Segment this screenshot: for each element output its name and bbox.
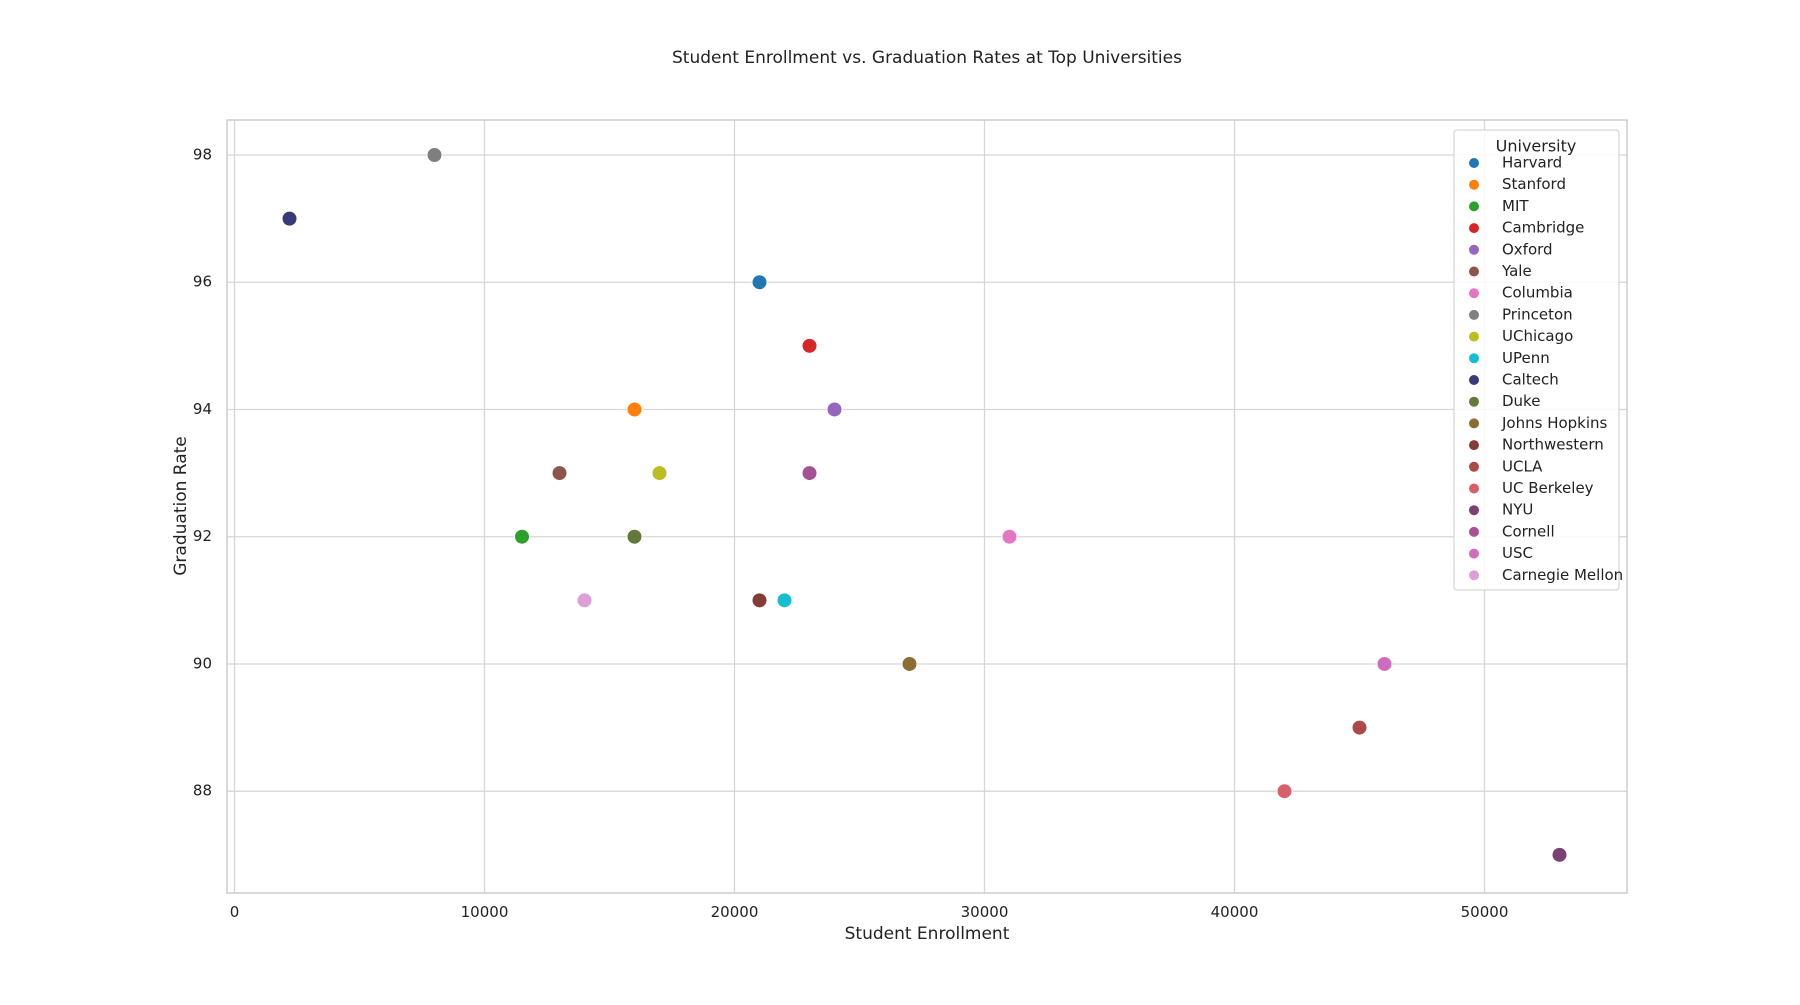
legend-label: Yale bbox=[1501, 262, 1532, 280]
y-tick-label: 98 bbox=[193, 145, 212, 163]
legend-marker bbox=[1469, 570, 1479, 581]
legend-label: MIT bbox=[1502, 197, 1529, 215]
data-point bbox=[751, 592, 768, 609]
data-point bbox=[576, 592, 593, 609]
legend-label: Cambridge bbox=[1502, 219, 1584, 237]
data-point bbox=[626, 401, 643, 418]
data-point bbox=[801, 337, 818, 354]
x-tick-label: 30000 bbox=[961, 903, 1009, 921]
data-point bbox=[514, 528, 530, 545]
legend-label: Columbia bbox=[1502, 284, 1573, 302]
legend-marker bbox=[1469, 505, 1479, 516]
legend-label: Oxford bbox=[1502, 240, 1553, 258]
legend-marker bbox=[1469, 266, 1479, 277]
legend-label: USC bbox=[1502, 544, 1533, 562]
data-point bbox=[1376, 655, 1393, 672]
legend-title: University bbox=[1496, 137, 1577, 156]
legend-label: UC Berkeley bbox=[1502, 479, 1594, 497]
legend-label: Stanford bbox=[1502, 175, 1566, 193]
y-tick-label: 94 bbox=[193, 400, 212, 418]
legend-marker bbox=[1469, 331, 1479, 342]
data-point bbox=[426, 146, 443, 163]
x-tick-label: 50000 bbox=[1461, 903, 1509, 921]
data-point bbox=[626, 528, 643, 545]
legend-marker bbox=[1469, 461, 1479, 472]
x-tick-label: 40000 bbox=[1211, 903, 1259, 921]
legend-marker bbox=[1469, 526, 1479, 537]
y-axis-label: Graduation Rate bbox=[171, 436, 191, 576]
legend: University Harvard Stanford MIT Cambridge Ox… bbox=[1453, 129, 1623, 591]
x-axis-ticks: 0 10000 20000 30000 40000 50000 bbox=[230, 903, 1509, 921]
legend-marker bbox=[1469, 223, 1479, 234]
y-tick-label: 90 bbox=[193, 654, 212, 672]
plot-area-frame bbox=[226, 119, 1628, 894]
legend-label: UChicago bbox=[1502, 327, 1573, 345]
data-point bbox=[551, 465, 568, 482]
grid bbox=[227, 120, 1627, 893]
data-point bbox=[751, 274, 768, 291]
data-point bbox=[1351, 719, 1368, 736]
data-point bbox=[651, 465, 668, 482]
x-tick-label: 20000 bbox=[711, 903, 759, 921]
legend-marker bbox=[1469, 353, 1479, 364]
data-point bbox=[801, 465, 818, 482]
y-tick-label: 88 bbox=[193, 782, 212, 800]
legend-marker bbox=[1469, 201, 1479, 212]
x-axis-label: Student Enrollment bbox=[845, 924, 1010, 944]
legend-label: Princeton bbox=[1502, 305, 1573, 323]
y-tick-label: 92 bbox=[193, 527, 212, 545]
data-point bbox=[1551, 846, 1568, 863]
y-tick-label: 96 bbox=[193, 273, 212, 291]
data-points bbox=[281, 146, 1568, 863]
x-tick-label: 10000 bbox=[461, 903, 509, 921]
legend-label: Harvard bbox=[1502, 154, 1562, 172]
legend-label: Caltech bbox=[1502, 371, 1559, 389]
data-point bbox=[281, 210, 298, 227]
legend-label: Carnegie Mellon bbox=[1502, 566, 1623, 584]
legend-marker bbox=[1469, 179, 1479, 190]
data-point bbox=[826, 401, 843, 418]
legend-marker bbox=[1469, 396, 1479, 407]
legend-label: Duke bbox=[1502, 392, 1540, 410]
legend-box bbox=[1453, 129, 1620, 591]
legend-marker bbox=[1469, 548, 1479, 559]
legend-marker bbox=[1469, 288, 1479, 299]
legend-label: Cornell bbox=[1502, 522, 1555, 540]
legend-marker bbox=[1469, 309, 1479, 320]
legend-label: Northwestern bbox=[1502, 436, 1604, 454]
legend-marker bbox=[1469, 244, 1479, 255]
data-point bbox=[1276, 783, 1293, 800]
legend-marker bbox=[1469, 375, 1479, 385]
y-axis-ticks: 88 90 92 94 96 98 bbox=[193, 145, 212, 799]
legend-items: Harvard Stanford MIT Cambridge Oxford Yale Col… bbox=[1469, 154, 1623, 584]
legend-label: NYU bbox=[1502, 501, 1533, 519]
data-point bbox=[901, 655, 918, 672]
data-point bbox=[1001, 528, 1018, 545]
legend-label: UPenn bbox=[1502, 349, 1550, 367]
legend-label: Johns Hopkins bbox=[1501, 414, 1608, 432]
legend-marker bbox=[1469, 158, 1479, 168]
legend-marker bbox=[1469, 483, 1479, 494]
legend-marker bbox=[1469, 440, 1479, 451]
legend-marker bbox=[1469, 418, 1479, 429]
legend-label: UCLA bbox=[1502, 457, 1543, 475]
chart-title: Student Enrollment vs. Graduation Rates … bbox=[672, 48, 1182, 68]
data-point bbox=[776, 592, 793, 609]
x-tick-label: 0 bbox=[230, 903, 240, 921]
